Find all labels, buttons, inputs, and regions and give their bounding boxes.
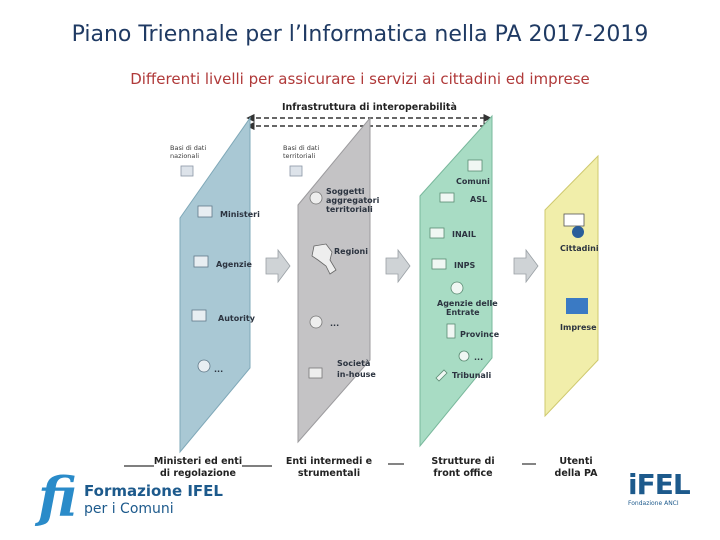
panel2-item-societa: Società	[337, 359, 370, 368]
panel1-item-more: ...	[214, 365, 223, 374]
panel-utenti	[544, 154, 599, 418]
panel4-item-cittadini: Cittadini	[560, 244, 599, 253]
panel3-item-more: ...	[474, 353, 483, 362]
ifel-logo: iFEL Fondazione ANCI	[628, 468, 691, 520]
panel-enti-intermedi	[297, 116, 371, 444]
inps-icon	[431, 258, 447, 270]
page-subtitle: Differenti livelli per assicurare i serv…	[130, 70, 590, 88]
panel-front-office	[419, 114, 493, 448]
panel3-item-inail: INAIL	[452, 230, 476, 239]
panel3-item-agenzie-entrate-2: Entrate	[446, 308, 480, 317]
autority-icon	[191, 309, 207, 322]
inail-icon	[429, 227, 445, 239]
tribunali-icon	[435, 369, 448, 382]
asl-icon	[439, 192, 455, 203]
panel2-item-more: ...	[330, 319, 339, 328]
db-nazionali-label: Basi di dati nazionali	[170, 144, 206, 160]
italy-map-icon	[311, 243, 337, 275]
bottom-label-2-line1: Enti intermedi e	[286, 456, 372, 467]
bottom-label-1-line1: Ministeri ed enti	[154, 456, 242, 467]
fi-logo-mark: fi	[38, 465, 78, 529]
panel3-item-comuni: Comuni	[456, 177, 490, 186]
panel2-item-territoriali: territoriali	[326, 205, 373, 214]
panel2-item-soggetti: Soggetti	[326, 187, 365, 196]
db-territoriali-icon	[289, 165, 303, 177]
panel3-item-asl: ASL	[470, 195, 487, 204]
cittadini-icon	[572, 226, 584, 238]
comuni-icon	[467, 159, 483, 172]
imprese-icon	[566, 298, 588, 314]
bottom-label-4-line2: della PA	[555, 468, 599, 479]
ifel-logo-sub: Fondazione ANCI	[628, 500, 679, 507]
panel1-item-ministeri: Ministeri	[220, 210, 260, 219]
bottom-label-2-line2: strumentali	[298, 468, 360, 479]
societa-icon	[308, 367, 323, 379]
province-icon	[446, 323, 456, 339]
panel2-item-aggregatori: aggregatori	[326, 196, 380, 205]
db-territoriali-label: Basi di dati territoriali	[283, 144, 319, 160]
panel3-item-tribunali: Tribunali	[452, 371, 492, 380]
panel2-item-in-house: in-house	[337, 370, 376, 379]
panel1-item-agenzie: Agenzie	[216, 260, 252, 269]
bottom-label-1-line2: di regolazione	[160, 468, 236, 479]
panel2-other-icon	[309, 315, 323, 329]
panel3-other-icon	[458, 350, 470, 362]
page-title: Piano Triennale per l’Informatica nella …	[71, 22, 649, 47]
panel3-item-province: Province	[460, 330, 500, 339]
panel3-item-inps: INPS	[454, 261, 476, 270]
flow-arrow-3	[513, 248, 539, 284]
logo-line1: Formazione IFEL	[84, 482, 223, 500]
bottom-label-3-line1: Strutture di	[431, 456, 494, 467]
db-nazionali-icon	[180, 165, 194, 177]
other-icon	[197, 359, 211, 373]
panel1-item-autority: Autority	[218, 314, 256, 323]
logo-line2: per i Comuni	[84, 501, 174, 517]
panel4-item-imprese: Imprese	[560, 323, 597, 332]
flow-arrow-1	[265, 248, 291, 284]
aggregatori-icon	[309, 191, 323, 205]
flow-arrow-2	[385, 248, 411, 284]
ifel-formazione-logo: fi Formazione IFEL per i Comuni	[38, 470, 238, 528]
entrate-icon	[450, 281, 464, 295]
bottom-label-4-line1: Utenti	[559, 456, 592, 467]
ifel-logo-main: iFEL	[628, 468, 691, 501]
device-icon	[563, 213, 585, 227]
panel-ministeri	[179, 116, 251, 454]
panel3-item-agenzie-entrate-1: Agenzie delle	[437, 299, 498, 308]
panel2-item-regioni: Regioni	[334, 247, 368, 256]
bottom-label-3-line2: front office	[433, 468, 492, 479]
interoperability-label: Infrastruttura di interoperabilità	[282, 102, 457, 113]
agenzie-icon	[193, 255, 209, 268]
ministeri-icon	[197, 205, 213, 218]
